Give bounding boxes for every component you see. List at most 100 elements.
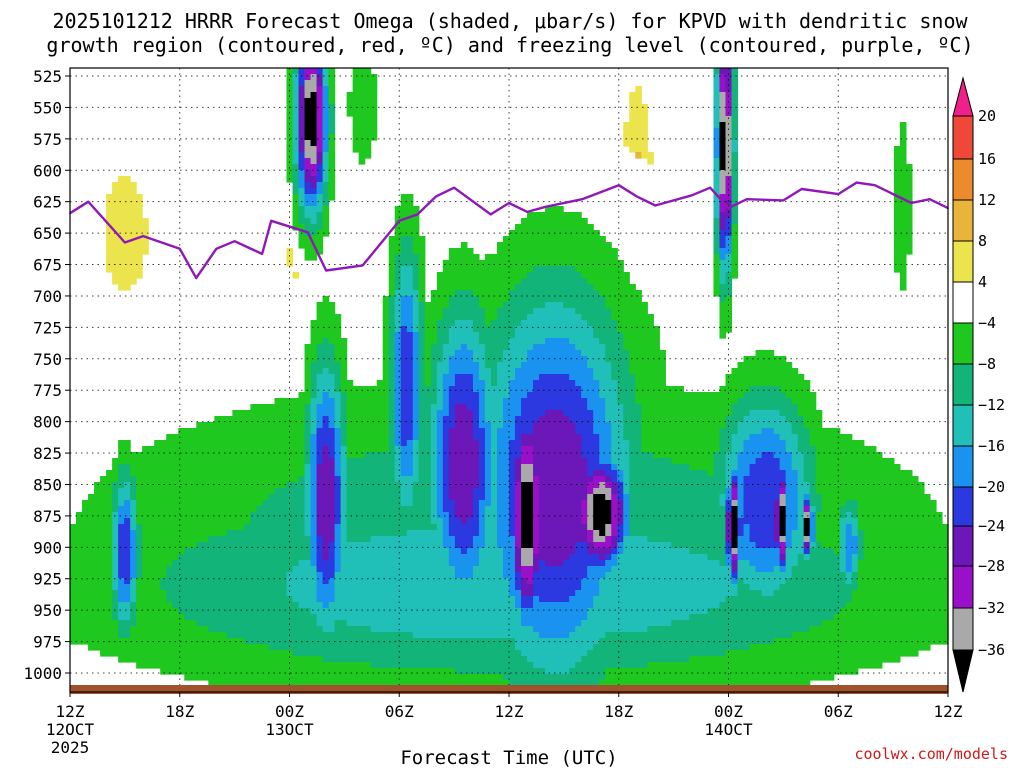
omega-cell xyxy=(502,500,510,507)
omega-cell xyxy=(328,146,336,153)
omega-cell xyxy=(713,224,721,231)
omega-cell xyxy=(563,494,570,501)
omega-cell xyxy=(533,410,540,417)
omega-cell xyxy=(665,482,672,489)
omega-cell xyxy=(515,356,522,363)
omega-cell xyxy=(166,452,173,459)
omega-cell xyxy=(611,302,618,309)
omega-cell xyxy=(899,188,907,195)
omega-cell xyxy=(611,338,618,345)
omega-cell xyxy=(803,392,811,399)
omega-cell xyxy=(118,512,125,519)
omega-cell xyxy=(617,356,624,363)
omega-cell xyxy=(370,416,378,423)
omega-cell xyxy=(322,464,330,471)
omega-cell xyxy=(394,398,402,405)
omega-cell xyxy=(286,476,294,483)
omega-cell xyxy=(515,386,522,393)
omega-cell xyxy=(533,470,540,477)
omega-cell xyxy=(641,440,648,447)
omega-cell xyxy=(713,254,721,261)
omega-cell xyxy=(442,284,450,291)
omega-cell xyxy=(605,518,612,525)
omega-cell xyxy=(731,224,739,231)
omega-cell xyxy=(617,428,624,435)
omega-cell xyxy=(388,380,396,387)
omega-cell xyxy=(472,344,480,351)
omega-cell xyxy=(749,416,757,423)
omega-cell xyxy=(923,524,931,531)
omega-cell xyxy=(478,518,486,525)
omega-cell xyxy=(605,380,612,387)
omega-cell xyxy=(569,212,576,219)
omega-cell xyxy=(346,98,354,105)
omega-cell xyxy=(370,116,378,123)
omega-cell xyxy=(791,476,799,483)
omega-cell xyxy=(496,530,504,537)
omega-cell xyxy=(521,290,528,297)
omega-cell xyxy=(412,230,420,237)
omega-cell xyxy=(406,302,414,309)
omega-cell xyxy=(280,524,288,531)
omega-cell xyxy=(623,488,630,495)
omega-cell xyxy=(382,440,390,447)
omega-cell xyxy=(623,428,630,435)
omega-cell xyxy=(220,482,227,489)
omega-cell xyxy=(641,464,648,471)
omega-cell xyxy=(472,368,480,375)
omega-cell xyxy=(809,518,817,525)
omega-cell xyxy=(118,524,125,531)
omega-cell xyxy=(899,194,907,201)
omega-cell xyxy=(310,416,318,423)
omega-cell xyxy=(599,398,606,405)
omega-cell xyxy=(304,80,312,87)
omega-cell xyxy=(388,524,396,531)
omega-cell xyxy=(587,386,594,393)
omega-cell xyxy=(298,488,306,495)
omega-cell xyxy=(124,242,131,249)
omega-cell xyxy=(755,524,763,531)
omega-cell xyxy=(779,488,787,495)
omega-cell xyxy=(394,440,402,447)
omega-cell xyxy=(448,248,456,255)
omega-cell xyxy=(430,374,438,381)
omega-cell xyxy=(124,188,131,195)
omega-cell xyxy=(707,470,715,477)
omega-cell xyxy=(106,200,113,207)
omega-cell xyxy=(647,332,654,339)
omega-cell xyxy=(442,308,450,315)
omega-cell xyxy=(184,446,191,453)
omega-cell xyxy=(725,452,733,459)
omega-cell xyxy=(334,320,342,327)
omega-cell xyxy=(220,464,227,471)
omega-cell xyxy=(322,134,330,141)
omega-cell xyxy=(539,440,546,447)
omega-cell xyxy=(304,512,312,519)
omega-cell xyxy=(683,404,691,411)
omega-cell xyxy=(581,470,588,477)
omega-cell xyxy=(430,476,438,483)
omega-cell xyxy=(442,464,450,471)
omega-cell xyxy=(545,314,552,321)
omega-cell xyxy=(839,470,847,477)
omega-cell xyxy=(400,470,408,477)
omega-cell xyxy=(695,434,703,441)
omega-cell xyxy=(286,512,294,519)
omega-cell xyxy=(400,464,408,471)
omega-cell xyxy=(623,518,630,525)
omega-cell xyxy=(448,494,456,501)
omega-cell xyxy=(707,464,715,471)
omega-cell xyxy=(761,494,769,501)
omega-cell xyxy=(755,452,763,459)
omega-cell xyxy=(581,392,588,399)
omega-cell xyxy=(515,320,522,327)
omega-cell xyxy=(617,380,624,387)
omega-cell xyxy=(827,518,835,525)
omega-cell xyxy=(611,278,618,285)
omega-cell xyxy=(376,386,384,393)
omega-cell xyxy=(731,272,739,279)
omega-cell xyxy=(587,368,594,375)
omega-cell xyxy=(545,242,552,249)
omega-cell xyxy=(521,242,528,249)
omega-cell xyxy=(352,146,360,153)
